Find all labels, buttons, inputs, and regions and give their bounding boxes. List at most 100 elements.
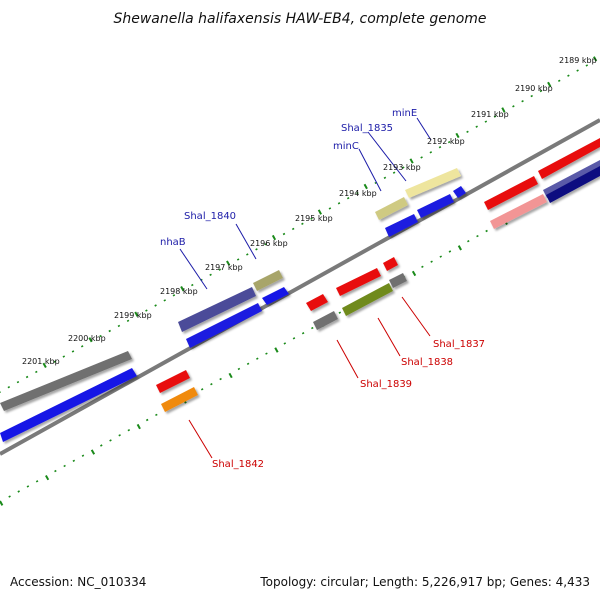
scale-tick-minor [539,89,543,93]
gene-label-shal1840[interactable]: Shal_1840 [184,211,236,222]
scale-tick-minor [219,377,222,381]
scale-tick-minor [255,248,258,251]
gene-bar-orange-1842[interactable] [161,387,198,412]
kbp-label: 2198 kbp [160,287,198,296]
scale-tick-minor [447,140,451,144]
scale-tick-minor [16,380,20,384]
scale-tick-major [593,56,598,62]
scale-tick-minor [126,319,130,322]
scale-tick-minor [145,418,149,422]
scale-tick-minor [81,454,85,457]
scale-tick-minor [338,311,342,314]
gene-bar-red-far[interactable] [538,138,600,179]
kbp-label: 2199 kbp [114,311,152,320]
leader-shal1838 [377,317,401,357]
gene-arrow-red-1837[interactable] [383,257,398,271]
gene-label-shal1842[interactable]: Shal_1842 [212,459,264,470]
scale-tick-major [88,337,93,343]
gene-label-nhaB[interactable]: nhaB [160,237,186,248]
scale-tick-minor [429,151,433,154]
gene-label-minC[interactable]: minC [333,141,359,152]
gene-bar-grey-1839[interactable] [313,311,338,330]
scale-tick-major [136,423,141,430]
scale-tick-minor [467,240,470,243]
scale-tick-minor [264,243,267,246]
scale-tick-minor [163,299,166,302]
leader-minE [416,117,432,141]
scale-tick-minor [328,207,332,210]
gene-label-shal1837[interactable]: Shal_1837 [433,339,485,350]
gene-bar-olive-1838[interactable] [342,283,393,316]
scale-tick-minor [191,283,194,287]
scale-tick-minor [35,480,39,483]
gene-bar-grey-1837[interactable] [389,273,407,288]
gene-arrow-red-1839[interactable] [306,294,328,311]
gene-bar-blue-left[interactable] [0,368,137,442]
scale-tick-minor [53,360,56,363]
gene-arrow-minE[interactable] [453,186,466,198]
scale-tick-minor [301,332,305,335]
scale-tick-minor [118,434,121,437]
gene-bar-blue-shal1835[interactable] [417,194,454,218]
gene-labels: minE Shal_1835 minC Shal_1840 nhaB Shal_… [160,108,485,470]
gene-arrow-blue-1840[interactable] [262,287,289,305]
scale-tick-major [271,234,277,241]
scale-tick-minor [521,100,524,103]
leader-minC [358,148,382,192]
scale-tick-minor [438,146,442,149]
scale-tick-major [455,132,460,139]
scale-tick-minor [237,367,241,371]
scale-tick-minor [420,156,423,159]
scale-tick-major [228,372,233,379]
scale-ticks [0,56,600,506]
gene-bar-shal1840[interactable] [253,270,283,291]
gene-bar-shal1835[interactable] [405,168,461,198]
scale-tick-major [274,347,279,353]
gene-bar-slate[interactable] [543,160,600,198]
gene-bar-red-right[interactable] [484,176,538,210]
gene-label-minE[interactable]: minE [392,108,417,119]
gene-bar-blue-nhaB[interactable] [186,303,262,348]
scale-tick-minor [292,337,296,340]
accession-label: Accession: NC_010334 [10,575,146,589]
forward-features [0,138,600,442]
gene-bar-blue-minC[interactable] [385,214,418,237]
scale-tick-major [317,209,322,215]
scale-tick-minor [448,250,452,253]
scale-tick-minor [576,69,579,72]
scale-tick-minor [356,191,359,195]
reverse-features [156,257,407,412]
scale-tick-minor [475,125,478,128]
scale-tick-minor [567,74,570,77]
scale-tick-minor [430,260,433,263]
gene-label-shal1838[interactable]: Shal_1838 [401,357,453,368]
scale-tick-minor [72,459,76,462]
gene-bar-pink[interactable] [490,194,547,229]
gene-bar-red-1838[interactable] [336,268,381,296]
gene-bar-grey-left[interactable] [0,351,132,411]
scale-tick-major [45,475,50,481]
scale-tick-minor [493,115,497,118]
scale-tick-major [90,449,96,455]
scale-tick-minor [512,105,515,108]
scale-tick-minor [100,444,103,447]
scale-tick-major [547,81,552,88]
leader-shal1842 [188,419,213,459]
scale-tick-minor [558,79,561,82]
scale-tick-minor [236,258,240,261]
scale-tick-minor [26,485,30,488]
gene-bar-minC[interactable] [375,197,408,220]
gene-label-shal1835[interactable]: Shal_1835 [341,123,393,134]
scale-tick-major [0,500,4,506]
gene-bar-navy[interactable] [546,166,600,203]
scale-tick-minor [71,350,75,353]
kbp-label: 2190 kbp [515,84,553,93]
scale-tick-minor [282,232,286,236]
scale-tick-minor [439,255,442,258]
kbp-label: 2200 kbp [68,334,106,343]
gene-bar-red-1842[interactable] [156,370,190,393]
kbp-label: 2201 kbp [22,357,60,366]
gene-bar-nhaB[interactable] [178,287,256,332]
gene-label-shal1839[interactable]: Shal_1839 [360,379,412,390]
